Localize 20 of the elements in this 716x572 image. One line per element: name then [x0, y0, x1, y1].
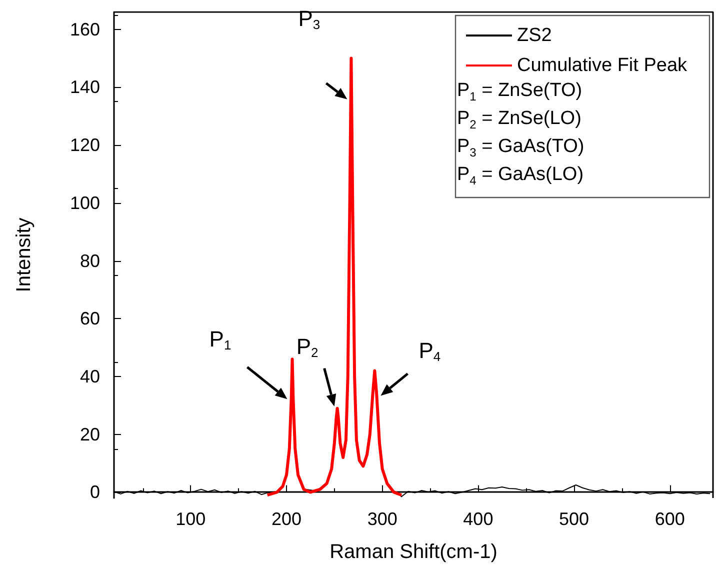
x-tick-label: 400	[463, 509, 494, 529]
y-tick-label: 160	[70, 19, 100, 40]
y-tick-label: 140	[70, 77, 100, 98]
y-tick-label: 120	[70, 135, 100, 156]
x-axis-title: Raman Shift(cm-1)	[330, 541, 498, 563]
y-tick-label: 80	[80, 250, 100, 271]
y-tick-label: 0	[90, 482, 100, 502]
x-tick-label: 600	[654, 509, 685, 529]
y-tick-label: 40	[80, 366, 100, 386]
x-tick-label: 200	[271, 509, 302, 529]
x-tick-label: 100	[176, 509, 206, 529]
legend-label: Cumulative Fit Peak	[517, 55, 688, 76]
line-series	[266, 56, 404, 497]
x-tick-label: 300	[367, 509, 398, 529]
x-tick-label: 500	[559, 509, 590, 529]
legend-label: ZS2	[517, 25, 552, 46]
y-axis-title: Intensity	[13, 218, 35, 292]
y-tick-label: 20	[80, 424, 100, 444]
y-tick-label: 60	[80, 308, 100, 329]
y-tick-label: 100	[70, 192, 100, 213]
